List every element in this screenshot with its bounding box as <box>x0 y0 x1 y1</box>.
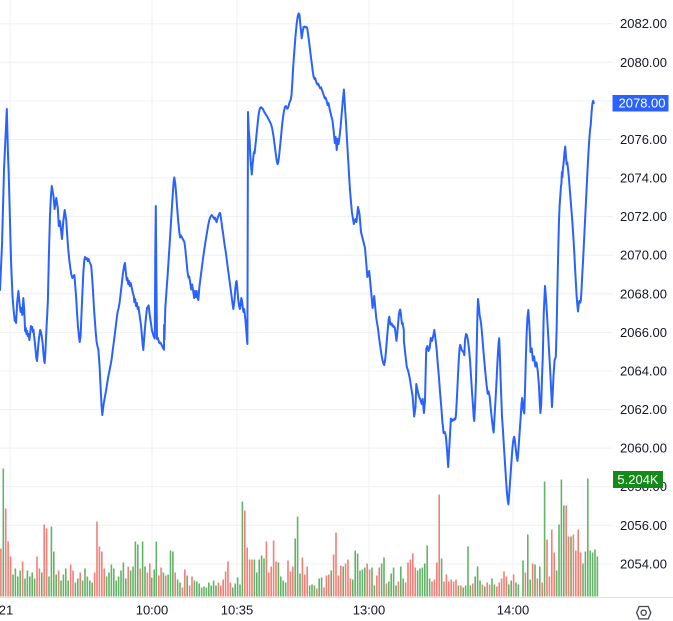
svg-text:2056.00: 2056.00 <box>620 518 667 533</box>
svg-text:2076.00: 2076.00 <box>620 132 667 147</box>
svg-text:13:00: 13:00 <box>353 603 386 618</box>
svg-text:2066.00: 2066.00 <box>620 325 667 340</box>
svg-text:2060.00: 2060.00 <box>620 441 667 456</box>
svg-text:2074.00: 2074.00 <box>620 171 667 186</box>
svg-text:10:00: 10:00 <box>136 603 169 618</box>
svg-text:2054.00: 2054.00 <box>620 556 667 571</box>
svg-text:2080.00: 2080.00 <box>620 55 667 70</box>
svg-text:14:00: 14:00 <box>497 603 530 618</box>
svg-text:21: 21 <box>0 603 13 618</box>
svg-text:2064.00: 2064.00 <box>620 364 667 379</box>
svg-text:2082.00: 2082.00 <box>620 16 667 31</box>
svg-text:10:35: 10:35 <box>221 603 254 618</box>
svg-text:2072.00: 2072.00 <box>620 209 667 224</box>
svg-text:2070.00: 2070.00 <box>620 248 667 263</box>
svg-text:2078.00: 2078.00 <box>619 96 666 111</box>
svg-text:2062.00: 2062.00 <box>620 402 667 417</box>
svg-text:2068.00: 2068.00 <box>620 286 667 301</box>
svg-text:5.204K: 5.204K <box>617 472 659 487</box>
